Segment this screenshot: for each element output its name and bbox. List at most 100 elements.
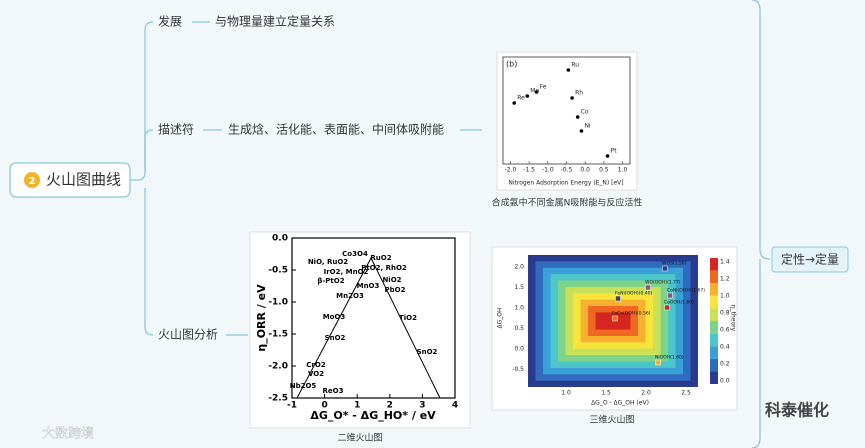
y-tick-label: -0.5: [268, 266, 288, 276]
x-tick-label: -1: [287, 401, 297, 411]
material-marker: [662, 265, 668, 272]
axis-label: ΔG_O - ΔG_OH (eV): [591, 400, 649, 407]
point-label: Ru: [571, 62, 579, 69]
y-tick-label: 1.0: [514, 305, 524, 312]
point-label: Re: [517, 95, 525, 102]
point-label: WO3(1.58): [662, 261, 687, 267]
x-tick-label: 0: [321, 401, 327, 411]
point-label: SnO2: [417, 348, 438, 356]
point-label: ReO3: [323, 387, 344, 395]
caption: 二维火山图: [337, 432, 382, 444]
colorbar-tick-label: 0.2: [720, 361, 730, 368]
colorbar-tick-label: 1.0: [720, 293, 730, 300]
point: [512, 101, 517, 105]
y-tick-label: 1.5: [514, 284, 524, 291]
y-tick-label: -1.0: [268, 298, 288, 308]
x-tick-label: -1.0: [542, 167, 554, 174]
colorbar-band: [710, 358, 718, 372]
y-tick-label: 0.0: [514, 346, 524, 353]
conclusion-node: [771, 246, 849, 273]
y-tick-label: 2.0: [514, 264, 524, 271]
branch-detail: 与物理量建立定量关系: [215, 14, 335, 29]
point-label: CoNi(OOH)(1.67): [667, 288, 705, 294]
colorbar-tick-label: 0.0: [720, 378, 730, 385]
x-tick-label: 0.0: [580, 167, 590, 174]
colorbar-tick-label: 1.2: [720, 276, 730, 283]
point-label: RuO2: [370, 254, 391, 262]
point-label: WO(OOH)(1.77): [645, 280, 681, 286]
point: [605, 154, 610, 158]
x-tick-label: 4: [452, 401, 458, 411]
point-label: Pt: [611, 148, 618, 155]
connector: [130, 21, 154, 181]
colorbar-band: [710, 295, 718, 309]
material-marker: [667, 292, 673, 299]
y-tick-label: -0.5: [512, 366, 524, 373]
point-label: β-PtO2: [317, 277, 344, 285]
branch-label: 描述符: [158, 122, 194, 137]
colorbar-tick-label: 0.8: [720, 310, 730, 317]
colorbar-tick-label: 1.4: [720, 259, 730, 266]
x-tick-label: 2.5: [681, 390, 691, 397]
point: [570, 96, 574, 100]
plot-frame: [291, 237, 456, 399]
y-tick-label: 0.5: [514, 325, 524, 332]
volcano-line: [296, 256, 441, 399]
y-tick-label: -1.5: [268, 330, 288, 340]
colorbar-band: [710, 346, 718, 359]
x-tick-label: 3: [419, 401, 425, 411]
axis-label: Nitrogen Adsorption Energy (E_N) [eV]: [508, 180, 623, 187]
point-label: FeCo(OOH)(0.56): [612, 311, 651, 317]
point-label: PbO2: [385, 286, 406, 294]
point-label: CrO2: [306, 361, 326, 369]
colorbar-band: [710, 258, 718, 271]
figure-frame: [249, 231, 471, 429]
badge-number: 2: [29, 176, 36, 187]
root-node: [9, 162, 131, 198]
point-label: Co: [581, 109, 589, 116]
point-label: Nb2O5: [290, 382, 317, 390]
y-tick-label: -2.0: [268, 362, 288, 372]
point: [525, 94, 530, 98]
connector: [144, 129, 154, 172]
colorbar-band: [710, 371, 718, 384]
point-label: NiO2: [382, 276, 401, 284]
x-tick-label: -0.5: [561, 167, 573, 174]
material-marker: [645, 284, 651, 291]
heatmap: [528, 255, 718, 387]
bracket: [751, 0, 771, 448]
y-tick-label: -2.5: [268, 394, 288, 404]
colorbar-label: η_theory: [730, 305, 737, 332]
point-label: TiO2: [399, 314, 417, 322]
colorbar-band: [710, 321, 718, 334]
point-label: MnO3: [357, 282, 380, 290]
point-label: Co3O4: [342, 250, 368, 258]
x-tick-label: 1: [354, 401, 360, 411]
point-label: Fe: [540, 84, 547, 91]
point-label: NiOOH(1.60): [655, 355, 684, 361]
panel-label: (b): [506, 60, 517, 69]
root-label: 火山图曲线: [46, 171, 121, 189]
point-label: NiO, RuO2: [308, 258, 348, 266]
axis-label: η_ORR / eV: [255, 284, 268, 352]
branch-label: 火山图分析: [158, 328, 218, 342]
material-marker: [615, 295, 621, 302]
point-label: IrO2, MnO2: [324, 268, 369, 276]
badge: [24, 172, 40, 188]
point: [566, 68, 571, 72]
point: [534, 90, 539, 94]
x-tick-label: -2.0: [505, 167, 517, 174]
x-tick-label: 1.0: [561, 390, 571, 397]
figure-frame: [496, 51, 638, 191]
point: [579, 129, 584, 133]
branch-label: 发展: [158, 14, 182, 29]
point-label: VO2: [308, 370, 324, 378]
material-marker: [612, 315, 618, 322]
colorbar-band: [710, 283, 718, 296]
point-label: MoO3: [323, 313, 346, 321]
point-label: Mo: [530, 88, 539, 95]
colorbar-tick-label: 0.6: [720, 327, 730, 334]
colorbar-tick-label: 0.4: [720, 344, 730, 351]
y-tick-label: 0.0: [272, 234, 288, 244]
colorbar-band: [710, 333, 718, 347]
